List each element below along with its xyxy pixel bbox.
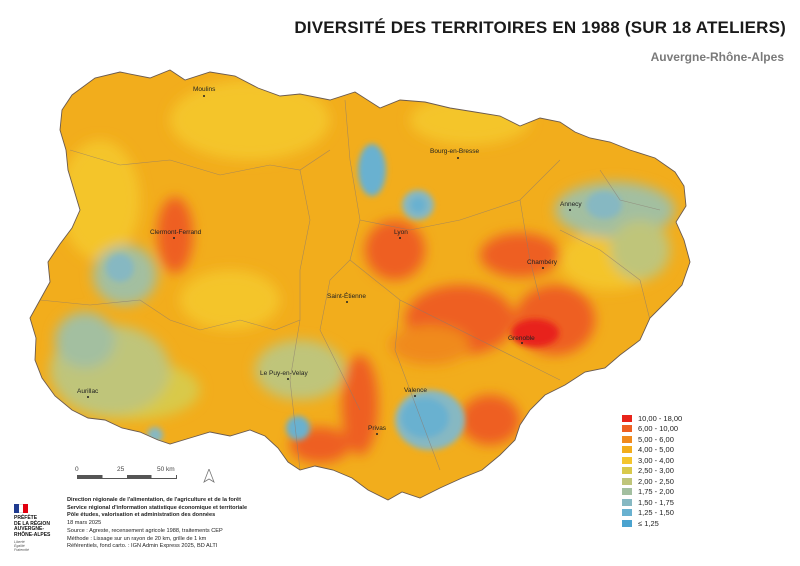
legend-item: 1,75 - 2,00 [622,487,682,498]
city-label-chambery: Chambéry [527,259,558,266]
legend-label: 2,00 - 2,50 [638,476,674,486]
credit-line-1: Direction régionale de l'alimentation, d… [67,497,241,503]
city-label-grenoble: Grenoble [508,335,535,342]
city-chambery: Chambéry [527,259,558,269]
city-saint-etienne: Saint-Étienne [327,291,366,303]
legend-item: 4,00 - 5,00 [622,445,682,456]
legend-swatch [622,498,632,506]
legend-item: 2,00 - 2,50 [622,476,682,487]
smoothed-diversity-surface [30,70,690,500]
legend-label: 4,00 - 5,00 [638,445,674,455]
prefecture-logo: PRÉFÈTE DE LA RÉGION AUVERGNE- RHÔNE-ALP… [14,504,54,552]
legend-swatch [622,477,632,485]
legend-swatch [622,425,632,433]
city-valence: Valence [404,387,427,397]
scale-label-25: 25 [117,466,125,473]
scale-label-50: 50 km [157,466,175,473]
city-label-annecy: Annecy [560,201,582,208]
city-le-puy-en-velay: Le Puy-en-Velay [260,370,308,380]
legend-swatch [622,467,632,475]
city-bourg-en-bresse: Bourg-en-Bresse [430,148,480,159]
motto-fraternite: Fraternité [14,548,29,552]
city-label-privas: Privas [368,425,387,432]
scale-line [77,475,177,479]
legend-label: 10,00 - 18,00 [638,413,683,423]
legend-label: 6,00 - 10,00 [638,424,679,434]
scale-label-0: 0 [75,466,79,473]
city-label-moulins: Moulins [193,86,216,93]
legend-swatch [622,456,632,464]
credit-source: Source : Agreste, recensement agricole 1… [67,527,223,534]
legend-swatch [622,488,632,496]
credit-line-2: Service régional d'information statistiq… [67,504,248,511]
city-moulins: Moulins [193,86,216,97]
french-flag-icon [14,504,29,513]
legend-item: 3,00 - 4,00 [622,455,682,466]
credit-method: Méthode : Lissage sur un rayon de 20 km,… [67,535,207,542]
logo-line-4: RHÔNE-ALPES [14,531,51,538]
page-subtitle: Auvergne-Rhône-Alpes [650,50,784,64]
map-legend: 10,00 - 18,00 6,00 - 10,00 5,00 - 6,00 4,00… [622,413,682,529]
legend-swatch [622,435,632,443]
legend-swatch [622,414,632,422]
legend-label: 1,75 - 2,00 [638,487,674,497]
city-annecy: Annecy [560,201,582,211]
legend-item: 2,50 - 3,00 [622,466,682,477]
credit-date: 18 mars 2025 [67,520,102,527]
map-credits: Direction régionale de l'alimentation, d… [67,497,317,551]
city-aurillac: Aurillac [77,388,99,398]
legend-label: 3,00 - 4,00 [638,455,674,465]
credit-line-3: Pôle études, valorisation et administrat… [67,512,216,519]
legend-item: ≤ 1,25 [622,518,682,529]
city-label-bourg-en-bresse: Bourg-en-Bresse [430,148,480,155]
legend-item: 6,00 - 10,00 [622,424,682,435]
city-label-valence: Valence [404,387,427,394]
legend-label: 1,25 - 1,50 [638,508,674,518]
legend-label: 1,50 - 1,75 [638,497,674,507]
legend-label: 5,00 - 6,00 [638,434,674,444]
page-title: DIVERSITÉ DES TERRITOIRES EN 1988 (SUR 1… [294,18,786,37]
legend-item: 1,25 - 1,50 [622,508,682,519]
city-lyon: Lyon [394,229,408,239]
city-label-le-puy-en-velay: Le Puy-en-Velay [260,370,308,377]
north-arrow-icon [203,467,215,486]
logo-line-3: AUVERGNE- [14,526,45,532]
scale-bar: 0 25 50 km [75,466,177,479]
motto-egalite: Égalité [14,544,25,548]
city-grenoble: Grenoble [508,335,535,344]
city-labels: Moulins Bourg-en-Bresse Annecy Clermont-… [77,86,582,435]
legend-item: 10,00 - 18,00 [622,413,682,424]
legend-item: 5,00 - 6,00 [622,434,682,445]
logo-line-2: DE LA RÉGION [14,520,50,527]
credit-refs: Référentiels, fond carto. : IGN Admin Ex… [67,543,218,550]
city-label-aurillac: Aurillac [77,388,99,395]
city-label-lyon: Lyon [394,229,408,236]
logo-line-1: PRÉFÈTE [14,515,38,521]
legend-swatch [622,446,632,454]
legend-label: ≤ 1,25 [638,518,659,528]
motto-liberte: Liberté [14,540,25,544]
region-outline [29,69,691,501]
city-label-saint-etienne: Saint-Étienne [327,291,366,300]
city-privas: Privas [368,425,387,435]
legend-swatch [622,519,632,527]
city-clermont-ferrand: Clermont-Ferrand [150,229,202,239]
legend-swatch [622,509,632,517]
department-boundaries [39,99,661,471]
city-label-clermont-ferrand: Clermont-Ferrand [150,229,202,236]
legend-item: 1,50 - 1,75 [622,497,682,508]
legend-label: 2,50 - 3,00 [638,466,674,476]
